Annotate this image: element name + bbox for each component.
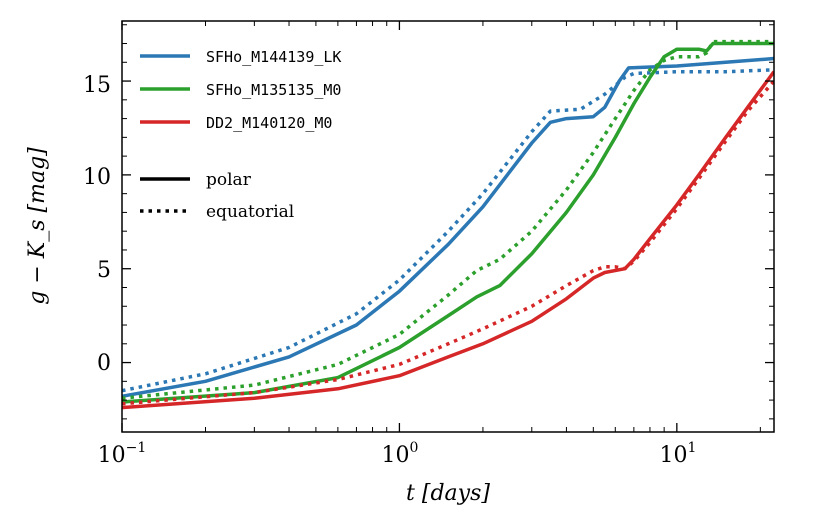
legend-label-sfho-m135135-m0: SFHo_M135135_M0 [206,81,341,99]
series-line-dd2-m140120-m0-equatorial [122,79,774,406]
series-layer [122,39,774,410]
legend-label-equatorial: equatorial [206,202,294,222]
legend-label-dd2-m140120-m0: DD2_M140120_M0 [206,114,332,132]
y-tick-labels: 0 5 10 15 [83,73,111,376]
x-tick-label-2: 101 [660,440,697,468]
x-tick-label-1: 100 [382,440,419,468]
y-axis-label: g − K_s [mag] [25,147,50,305]
x-tick-labels: 10−1 100 101 [98,440,697,468]
x-axis-label: t [days] [406,481,490,506]
series-line-sfho-m135135-m0-equatorial [122,39,774,400]
series-line-dd2-m140120-m0-polar [122,70,774,410]
series-line-sfho-m135135-m0-polar [122,41,774,404]
series-line-sfho-m144139-lk-polar [122,56,774,399]
tick-layer [121,21,774,432]
legend: SFHo_M144139_LK SFHo_M135135_M0 DD2_M140… [140,48,341,222]
y-tick-label-0: 0 [97,351,111,376]
y-tick-label-5: 5 [97,258,111,283]
y-tick-label-15: 15 [83,73,111,98]
legend-label-sfho-m144139-lk: SFHo_M144139_LK [206,48,341,66]
y-tick-label-10: 10 [83,165,111,190]
x-tick-label-0: 10−1 [98,440,147,468]
plot-frame [121,20,775,433]
legend-label-polar: polar [206,170,252,190]
